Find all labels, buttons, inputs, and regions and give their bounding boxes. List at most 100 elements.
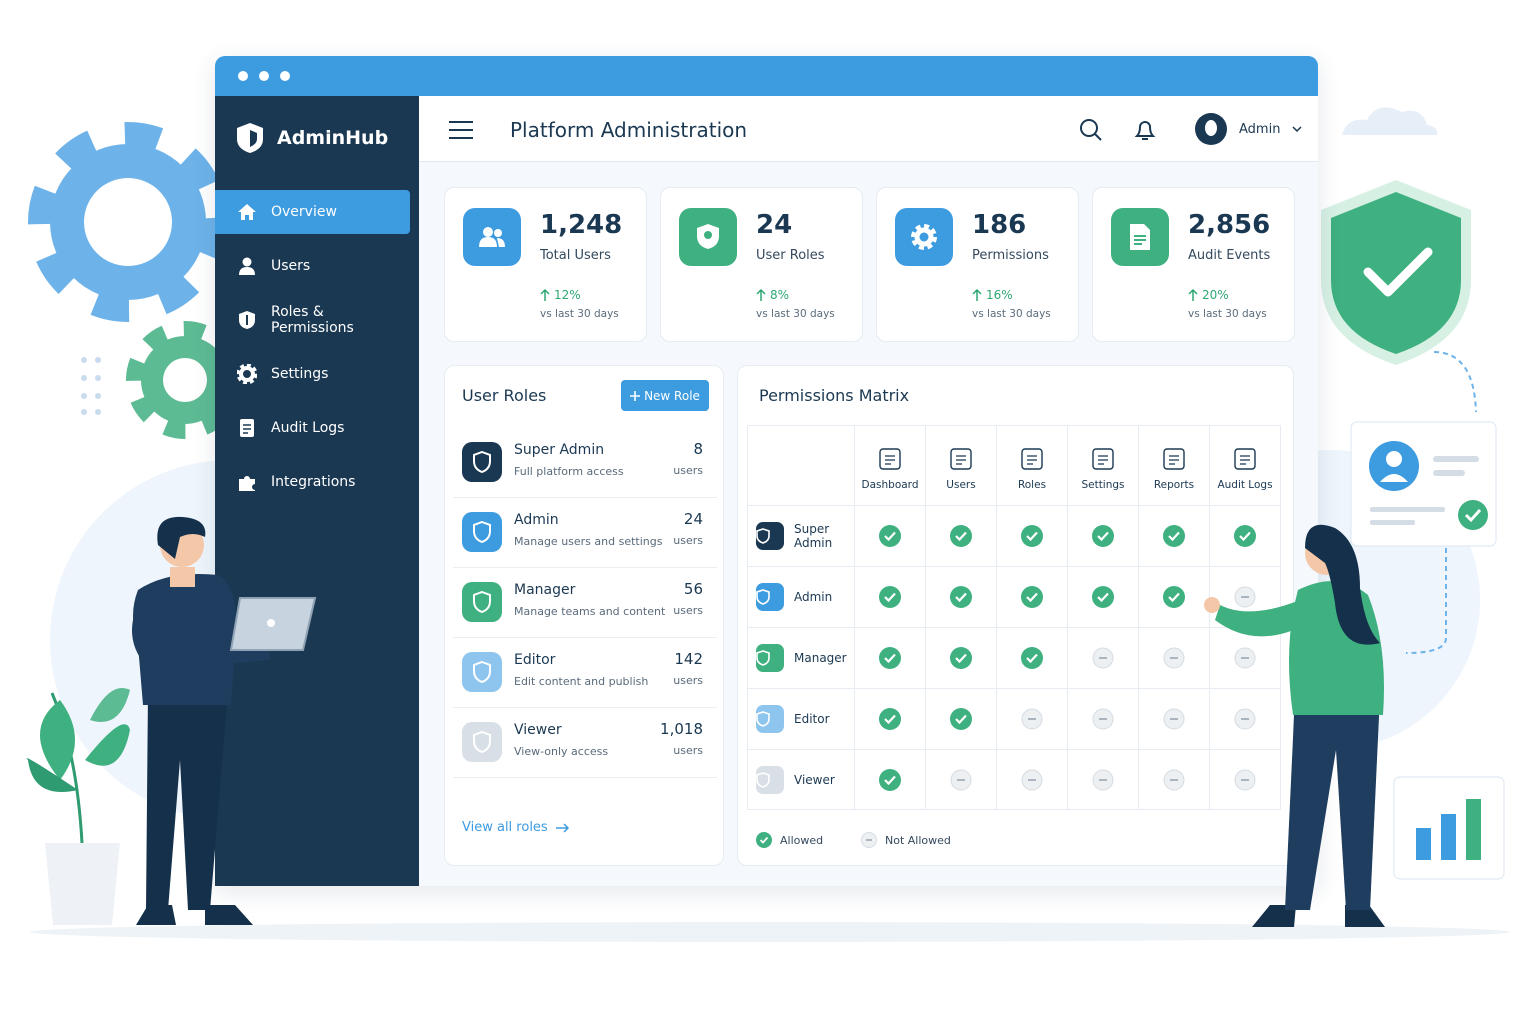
dash-icon bbox=[1092, 769, 1114, 791]
view-all-link[interactable]: View all roles bbox=[462, 820, 570, 835]
page-title: Platform Administration bbox=[510, 118, 748, 142]
column-icon-glyph bbox=[1021, 448, 1043, 470]
nav-item[interactable]: Audit Logs bbox=[215, 406, 410, 450]
trend-arrow-glyph bbox=[1188, 289, 1198, 301]
nav-icon bbox=[237, 472, 257, 492]
role-icon-glyph bbox=[473, 451, 491, 473]
role-icon bbox=[472, 661, 492, 683]
role-row[interactable]: Editor Edit content and publish 142 users bbox=[453, 638, 717, 708]
check-icon bbox=[949, 707, 973, 731]
permission-allowed bbox=[1138, 506, 1209, 566]
permission-allowed bbox=[996, 506, 1067, 566]
check-icon-glyph bbox=[1234, 525, 1256, 547]
column-icon bbox=[1091, 447, 1115, 471]
stat-icon-glyph bbox=[479, 227, 505, 247]
role-row[interactable]: Manager Manage teams and content 56 users bbox=[453, 568, 717, 638]
dropdown-caret bbox=[1292, 126, 1302, 133]
dash-icon bbox=[1021, 769, 1043, 791]
role-row[interactable]: Viewer View-only access 1,018 users bbox=[453, 708, 717, 778]
role-name: Editor bbox=[514, 652, 556, 668]
column-label: Users bbox=[946, 479, 976, 491]
change-value: 8% bbox=[770, 288, 790, 302]
role-row[interactable]: Super Admin Full platform access 8 users bbox=[453, 428, 717, 498]
nav-label: Users bbox=[271, 258, 311, 274]
stat-icon bbox=[1111, 208, 1169, 266]
trend-arrow-glyph bbox=[756, 289, 766, 301]
menu-button[interactable] bbox=[449, 121, 473, 139]
permission-allowed bbox=[1067, 506, 1138, 566]
dash-icon bbox=[1234, 647, 1256, 669]
check-icon bbox=[1020, 524, 1044, 548]
permission-allowed bbox=[1067, 567, 1138, 627]
check-icon bbox=[1233, 524, 1257, 548]
user-menu[interactable]: Admin bbox=[1195, 113, 1302, 145]
new-role-button[interactable]: New Role bbox=[621, 380, 709, 411]
permission-denied bbox=[1209, 750, 1280, 810]
dash-icon bbox=[1092, 708, 1114, 730]
nav-item[interactable]: Settings bbox=[215, 352, 410, 396]
trend-arrow-glyph bbox=[972, 289, 982, 301]
nav-label: Audit Logs bbox=[271, 420, 345, 436]
dash-icon bbox=[1234, 708, 1256, 730]
check-icon-glyph bbox=[950, 525, 972, 547]
row-icon bbox=[756, 583, 784, 611]
stat-change: 12% bbox=[540, 288, 581, 302]
dash-icon-glyph bbox=[1092, 708, 1114, 730]
stat-period: vs last 30 days bbox=[1188, 308, 1267, 320]
matrix-row: Editor bbox=[748, 688, 1280, 749]
role-name: Manager bbox=[514, 582, 576, 598]
permission-allowed bbox=[854, 506, 925, 566]
nav-item[interactable]: Overview bbox=[215, 190, 410, 234]
link-label: View all roles bbox=[462, 820, 548, 835]
nav-icon-glyph bbox=[237, 364, 257, 384]
role-icon bbox=[462, 582, 502, 622]
role-unit: users bbox=[673, 744, 703, 757]
stat-period: vs last 30 days bbox=[540, 308, 619, 320]
row-icon bbox=[756, 650, 784, 666]
window-dot bbox=[238, 71, 248, 81]
column-icon-glyph bbox=[950, 448, 972, 470]
row-icon-glyph bbox=[756, 650, 770, 666]
nav-item[interactable]: Users bbox=[215, 244, 410, 288]
row-icon bbox=[756, 766, 784, 794]
stat-icon bbox=[679, 208, 737, 266]
permissions-table: Dashboard Users Roles Settings Reports Audit … bbox=[747, 425, 1281, 810]
permission-denied bbox=[996, 689, 1067, 749]
role-icon bbox=[462, 442, 502, 482]
dash-icon bbox=[1021, 708, 1043, 730]
stat-card: 24 User Roles 8% vs last 30 days bbox=[660, 187, 863, 342]
check-icon-glyph bbox=[1021, 525, 1043, 547]
dash-icon-glyph bbox=[950, 769, 972, 791]
nav-icon bbox=[237, 310, 257, 330]
stat-icon-glyph bbox=[1130, 224, 1150, 250]
dash-icon-glyph bbox=[1021, 708, 1043, 730]
plus-icon bbox=[630, 390, 641, 401]
column-icon-glyph bbox=[1092, 448, 1114, 470]
permission-denied bbox=[1138, 750, 1209, 810]
brand[interactable]: AdminHub bbox=[235, 122, 388, 154]
change-value: 16% bbox=[986, 288, 1013, 302]
stat-card: 186 Permissions 16% vs last 30 days bbox=[876, 187, 1079, 342]
stat-label: Permissions bbox=[972, 248, 1049, 263]
nav-item[interactable]: Integrations bbox=[215, 460, 410, 504]
dash-icon-glyph bbox=[1234, 708, 1256, 730]
dash-icon bbox=[1234, 769, 1256, 791]
role-row[interactable]: Admin Manage users and settings 24 users bbox=[453, 498, 717, 568]
role-name: Viewer bbox=[514, 722, 562, 738]
row-label: Manager bbox=[794, 651, 847, 665]
role-unit: users bbox=[673, 464, 703, 477]
nav-item[interactable]: Roles & Permissions bbox=[215, 298, 410, 342]
column-header: Settings bbox=[1067, 426, 1138, 505]
stat-icon bbox=[463, 208, 521, 266]
search-button[interactable] bbox=[1079, 118, 1103, 142]
stat-change: 16% bbox=[972, 288, 1013, 302]
notifications-button[interactable] bbox=[1134, 118, 1156, 142]
role-icon-glyph bbox=[473, 521, 491, 543]
check-icon-glyph bbox=[1021, 586, 1043, 608]
dash-icon bbox=[1163, 708, 1185, 730]
check-icon-glyph bbox=[1092, 525, 1114, 547]
row-role: Admin bbox=[756, 567, 854, 627]
column-icon bbox=[878, 447, 902, 471]
check-icon bbox=[878, 707, 902, 731]
role-count: 8 bbox=[693, 440, 703, 458]
